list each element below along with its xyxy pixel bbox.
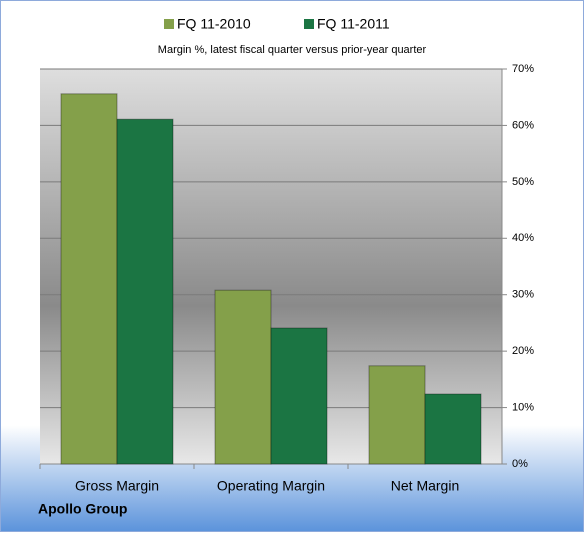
- y-tick-label: 20%: [512, 345, 534, 357]
- y-tick-label: 10%: [512, 401, 534, 413]
- x-tick-label: Net Margin: [391, 478, 459, 494]
- bar: [270, 327, 328, 465]
- y-tick-label: 50%: [512, 176, 534, 188]
- bar: [116, 118, 174, 465]
- x-tick-label: Gross Margin: [75, 478, 159, 494]
- subtitle: Margin %, latest fiscal quarter versus p…: [158, 44, 427, 56]
- y-tick-label: 30%: [512, 289, 534, 301]
- y-tick-label: 60%: [512, 119, 534, 131]
- bar: [214, 289, 272, 465]
- legend-label: FQ 11-2011: [317, 16, 390, 32]
- legend-label: FQ 11-2010: [177, 16, 251, 32]
- y-tick-label: 70%: [512, 63, 534, 75]
- legend-swatch: [164, 19, 174, 29]
- bar: [60, 93, 118, 465]
- bar: [424, 393, 482, 465]
- x-tick-label: Operating Margin: [217, 478, 325, 494]
- footer: Apollo Group: [38, 501, 127, 517]
- legend-swatch: [304, 19, 314, 29]
- y-tick-label: 40%: [512, 232, 534, 244]
- y-tick-label: 0%: [512, 458, 528, 470]
- bar: [368, 365, 426, 465]
